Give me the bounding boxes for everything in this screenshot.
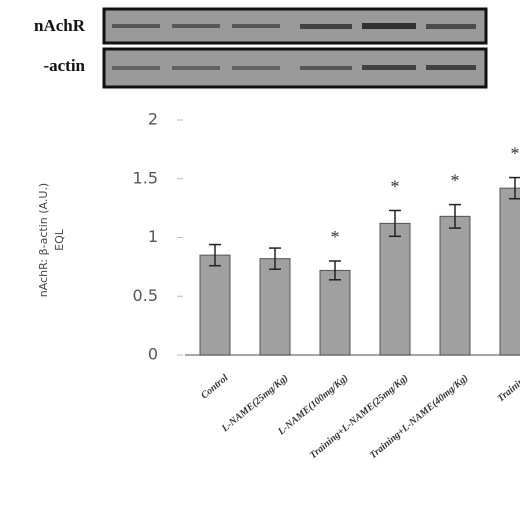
x-tick-label: Training: [496, 373, 520, 405]
bar: [440, 216, 470, 355]
y-axis-label: nAchR: β-actin (A.U.): [37, 183, 50, 297]
significance-label: *: [331, 227, 340, 247]
y-axis-label: EQL: [53, 228, 66, 251]
bar: [200, 255, 230, 355]
y-tick-label: 1.5: [133, 168, 158, 187]
y-tick-label: 2: [148, 110, 158, 129]
significance-label: *: [451, 171, 460, 191]
x-tick-label: Control: [199, 372, 231, 401]
western-blot: nAchR -actin: [34, 9, 486, 87]
significance-label: *: [511, 144, 520, 164]
blot-label: -actin: [43, 56, 85, 75]
bar: [320, 270, 350, 355]
y-tick-label: 0.5: [133, 286, 158, 305]
x-tick-label: Training+L-NAME(40mg/Kg): [368, 373, 471, 462]
bar: [380, 223, 410, 355]
chart: nAchR -actin nAchR: β-actin (A.U.) EQL 0…: [0, 0, 520, 523]
x-tick-label: Training+L-NAME(25mg/Kg): [308, 373, 411, 462]
y-tick-label: 0: [148, 345, 158, 364]
significance-label: *: [391, 177, 400, 197]
blot-label: nAchR: [34, 16, 86, 35]
bar: [500, 188, 520, 355]
bar: [260, 259, 290, 355]
y-tick-label: 1: [148, 227, 158, 246]
page: {"blot": {"labels": ["nAchR", "-actin"]}…: [0, 0, 520, 523]
